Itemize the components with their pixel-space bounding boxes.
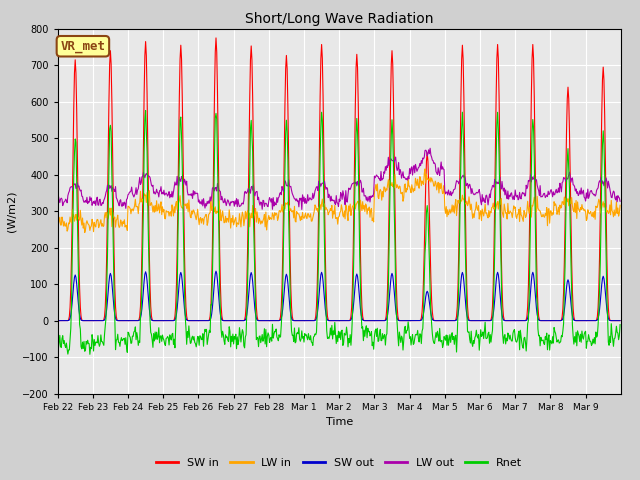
Y-axis label: (W/m2): (W/m2) (6, 191, 17, 232)
Title: Short/Long Wave Radiation: Short/Long Wave Radiation (245, 12, 433, 26)
X-axis label: Time: Time (326, 417, 353, 427)
Text: VR_met: VR_met (60, 40, 106, 53)
Legend: SW in, LW in, SW out, LW out, Rnet: SW in, LW in, SW out, LW out, Rnet (152, 454, 527, 473)
